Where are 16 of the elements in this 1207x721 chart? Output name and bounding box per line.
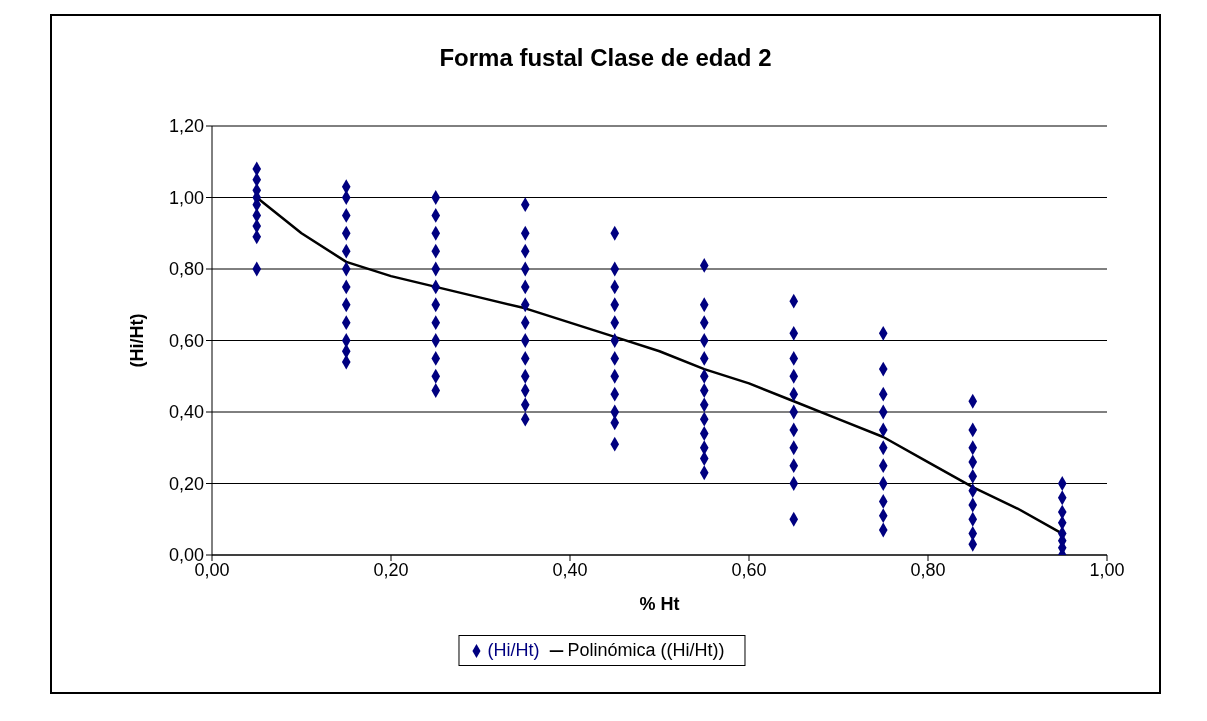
x-tick-label: 1,00 bbox=[1089, 559, 1125, 580]
x-tick-label: 0,80 bbox=[910, 559, 946, 580]
legend-label: Polinómica ((Hi/Ht)) bbox=[567, 640, 725, 660]
x-tick-label: 0,20 bbox=[373, 559, 409, 580]
y-axis-title: (Hi/Ht) bbox=[127, 313, 148, 368]
legend-label: (Hi/Ht) bbox=[487, 640, 540, 660]
y-tick-label: 1,00 bbox=[168, 187, 204, 208]
y-tick-label: 0,60 bbox=[168, 330, 204, 351]
x-tick-label: 0,60 bbox=[731, 559, 767, 580]
y-tick-label: 1,20 bbox=[168, 116, 204, 137]
y-tick-label: 0,80 bbox=[168, 259, 204, 280]
x-axis-title: % Ht bbox=[639, 594, 680, 614]
chart-title: Forma fustal Clase de edad 2 bbox=[438, 44, 773, 72]
y-tick-label: 0,20 bbox=[168, 473, 204, 494]
y-tick-label: 0,40 bbox=[168, 402, 204, 423]
x-tick-label: 0,40 bbox=[552, 559, 588, 580]
